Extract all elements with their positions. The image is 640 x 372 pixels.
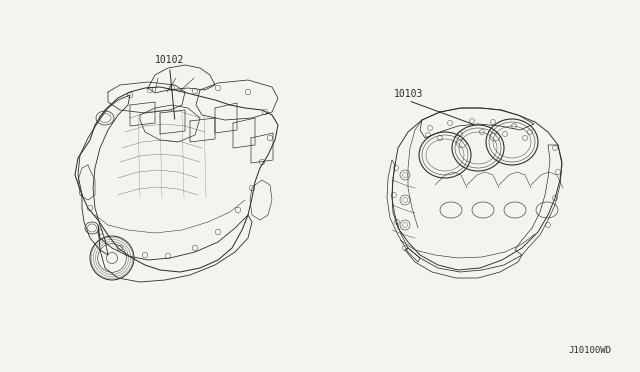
Text: 10103: 10103	[394, 89, 423, 99]
Text: 10102: 10102	[155, 55, 184, 65]
Text: J10100WD: J10100WD	[568, 346, 611, 355]
